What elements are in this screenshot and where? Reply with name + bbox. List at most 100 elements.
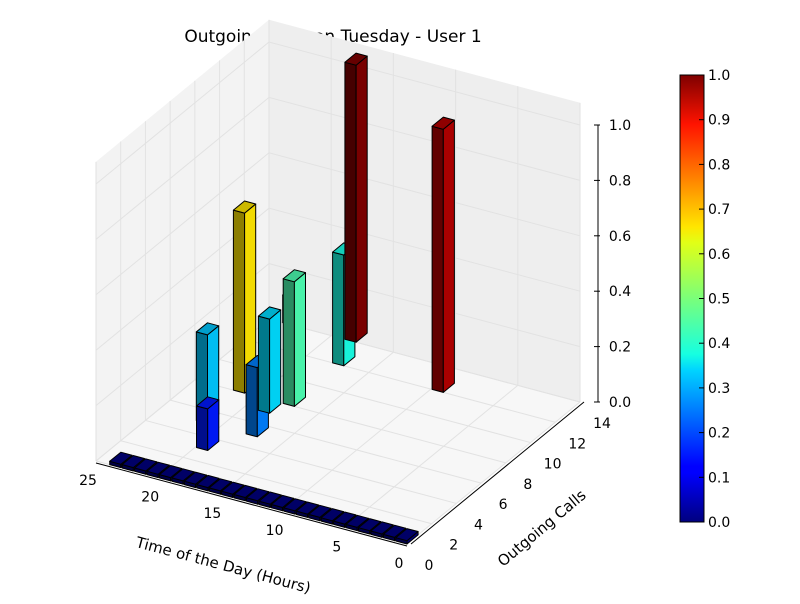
grid-line-z [95,152,581,296]
bar-top-face [196,474,220,489]
bar-top-face [134,458,158,472]
bar-top-face [121,455,145,469]
x-tick-label: 0 [395,556,404,572]
colorbar-tick-label: 0.2 [708,426,730,442]
y-tick-label: 10 [544,457,562,473]
bar-top-face [370,521,394,535]
z-tick-label: 0.8 [609,173,631,189]
bar-front-face [232,209,246,394]
left-pane [96,19,269,462]
grid-line-floor-y [170,399,482,484]
bar-top-face [344,52,368,66]
bar-top-face [232,200,257,214]
bar-top-face [171,468,195,482]
bar-top-face [333,511,357,525]
bar-side-face [355,55,368,343]
bar-front-face [245,364,258,438]
bar-top-face [395,528,419,542]
grid-line-z [95,263,581,406]
bar [431,116,455,393]
bar [232,200,257,394]
bar-top-face [257,306,282,320]
bar-top-face [282,269,306,283]
y-tick-label: 6 [499,497,508,513]
bar-top-face [270,494,295,508]
colorbar-tick-label: 0.5 [708,292,730,308]
y-tick-label: 0 [425,558,434,574]
bar-front-face [282,278,295,407]
y-tick-label: 2 [449,538,458,554]
z-tick-label: 0.0 [609,395,631,411]
bar-front-face [257,315,271,414]
bar [395,528,419,545]
grid-line-floor-y [120,440,432,525]
bar-front-face [196,405,209,451]
bar [344,52,368,343]
bar-top-face [258,491,282,505]
bar-side-face [442,119,455,393]
x-axis-label: Time of the Day (Hours) [133,533,313,597]
bar-front-face [332,251,345,367]
grid-line-floor-x [282,368,456,512]
colorbar-tick-label: 0.6 [708,247,730,263]
y-axis-label: Outgoing Calls [494,486,590,570]
bar-top-face [345,514,369,528]
x-tick-label: 25 [79,473,97,489]
bar [196,396,220,451]
axes-grid [95,19,581,545]
bar [282,269,306,407]
x-tick-label: 5 [332,539,341,555]
axes-lines [95,125,599,547]
x-tick-label: 10 [266,523,284,539]
x-axis-line [95,462,408,547]
bar-front-face [431,125,444,393]
z-tick-label: 0.6 [609,229,631,245]
colorbar-tick-label: 1.0 [708,68,730,84]
grid-line-floor-x [344,385,519,528]
z-tick-label: 0.2 [609,340,631,356]
bar-top-face [195,322,220,336]
bar-top-face [233,484,257,498]
y-axis-line [410,401,585,545]
bar-top-face [308,504,332,518]
bar-top-face [431,116,455,130]
y-tick-label: 8 [523,477,532,493]
bar-top-face [382,524,407,538]
grid-line-z [95,96,581,240]
bar-top-face [246,488,270,502]
colorbar-tick-label: 0.8 [708,157,730,173]
colorbar-tick-label: 0.7 [708,202,730,218]
y-tick-label: 14 [593,416,611,432]
colorbar-tick-label: 0.3 [708,381,730,397]
colorbar-ticks: 0.0 0.1 0.2 0.3 0.4 0.5 0.6 0.7 0.8 0.9 1.0 [699,68,730,531]
bars-group [109,52,455,545]
x-tick-label: 20 [141,490,159,506]
bar-top-face [208,478,232,492]
z-tick-label: 1.0 [609,118,631,134]
bar-front-face [344,61,357,343]
y-tick-label: 12 [568,436,586,452]
bar-top-face [221,481,245,495]
bar-side-face [269,309,282,414]
bar-top-face [183,471,208,485]
bar-side-face [293,272,306,407]
bar-top-face [196,396,220,410]
bar-top-face [109,451,133,465]
z-tick-label: 0.4 [609,284,631,300]
bar [257,306,282,414]
colorbar-tick-label: 0.0 [708,515,730,531]
y-tick-label: 4 [474,517,483,533]
grid-line-floor-x [406,401,581,545]
grid-line-floor-x [220,351,394,495]
bar-top-face [320,508,344,522]
bar-top-face [158,465,183,479]
bar-top-face [146,461,170,475]
x-tick-label: 15 [203,506,221,522]
colorbar-tick-label: 0.9 [708,113,730,129]
grid-line-z [95,207,581,351]
colorbar-tick-label: 0.4 [708,336,730,352]
grid-line-z [95,41,581,185]
